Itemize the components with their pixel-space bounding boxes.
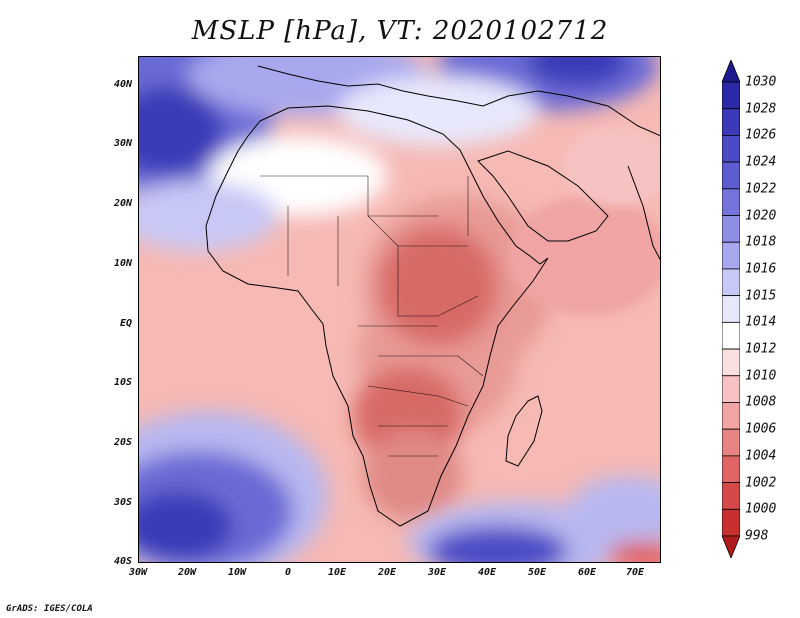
colorbar-level-label: 1004 [745,448,777,464]
lat-label: 40S [113,556,132,567]
colorbar-level-label: 1015 [745,288,777,304]
indian-ocean-band [508,126,661,316]
colorbar-swatch [721,402,741,430]
lon-label: 30W [128,567,148,578]
lon-label: 10E [327,567,347,578]
lat-label: 40N [113,79,132,90]
colorbar-swatch [721,81,741,110]
colorbar-swatch [721,241,741,270]
map-area [138,56,661,563]
colorbar-level-label: 1014 [745,314,777,330]
colorbar-swatch [721,215,741,243]
colorbar-swatch [721,295,741,323]
colorbar-swatch [721,428,741,457]
north-high-region [138,56,658,251]
lat-label: 20N [113,198,132,209]
colorbar-level-label: 1010 [745,368,777,384]
colorbar-level-label: 1018 [745,234,777,250]
colorbar-level-label: 1008 [745,394,777,410]
colorbar-swatch [721,482,741,510]
lon-label: 50E [527,567,547,578]
colorbar-level-label: 998 [745,528,769,544]
colorbar-level-label: 1002 [745,475,777,491]
colorbar-swatch [721,455,741,483]
map-frame [138,56,661,563]
colorbar-swatches [721,58,741,560]
colorbar-swatch [721,135,741,163]
colorbar-level-label: 1026 [745,127,777,143]
colorbar-swatch [721,348,741,377]
colorbar-level-label: 1000 [745,501,777,517]
madagascar-coastline [505,395,543,467]
colorbar-swatch [721,508,741,537]
colorbar-bottom-arrow [721,535,741,560]
lon-label: 40E [477,567,497,578]
colorbar-level-label: 1020 [745,208,777,224]
colorbar-swatch [721,188,741,216]
colorbar-top-arrow [721,58,741,83]
colorbar-level-label: 1024 [745,154,777,170]
europe-coastline [257,65,661,137]
colorbar-level-label: 1012 [745,341,777,357]
colorbar [721,58,741,560]
colorbar-swatch [721,375,741,403]
lon-label: 0 [284,567,292,578]
lon-label: 70E [625,567,645,578]
colorbar-level-label: 1028 [745,101,777,117]
india-coastline [627,165,661,262]
lat-label: 10S [113,377,132,388]
colorbar-swatch [721,108,741,136]
lon-label: 60E [577,567,597,578]
colorbar-level-label: 1022 [745,181,777,197]
lat-label: 20S [113,437,132,448]
lat-label: EQ [119,318,132,329]
lon-label: 30E [427,567,447,578]
colorbar-swatch [721,268,741,297]
africa-coastline [205,105,549,527]
south-atlantic-high-region [138,411,328,563]
colorbar-level-label: 1016 [745,261,777,277]
lat-label: 30S [113,497,132,508]
lon-label: 20W [177,567,197,578]
south-indian-high-region [408,476,661,563]
country-borders [260,175,484,457]
coastlines [205,65,661,527]
colorbar-swatch [721,321,741,350]
lon-label: 10W [227,567,247,578]
arabia-coastline [477,150,609,242]
map-title: MSLP [hPa], VT: 2020102712 [191,16,609,46]
colorbar-swatch [721,161,741,190]
colorbar-level-label: 1006 [745,421,777,437]
colorbar-level-label: 1030 [745,74,777,90]
lat-label: 30N [113,138,132,149]
software-credit: GrADS: IGES/COLA [6,604,93,614]
lon-label: 20E [377,567,397,578]
pressure-field-map [138,56,661,563]
lat-label: 10N [113,258,132,269]
